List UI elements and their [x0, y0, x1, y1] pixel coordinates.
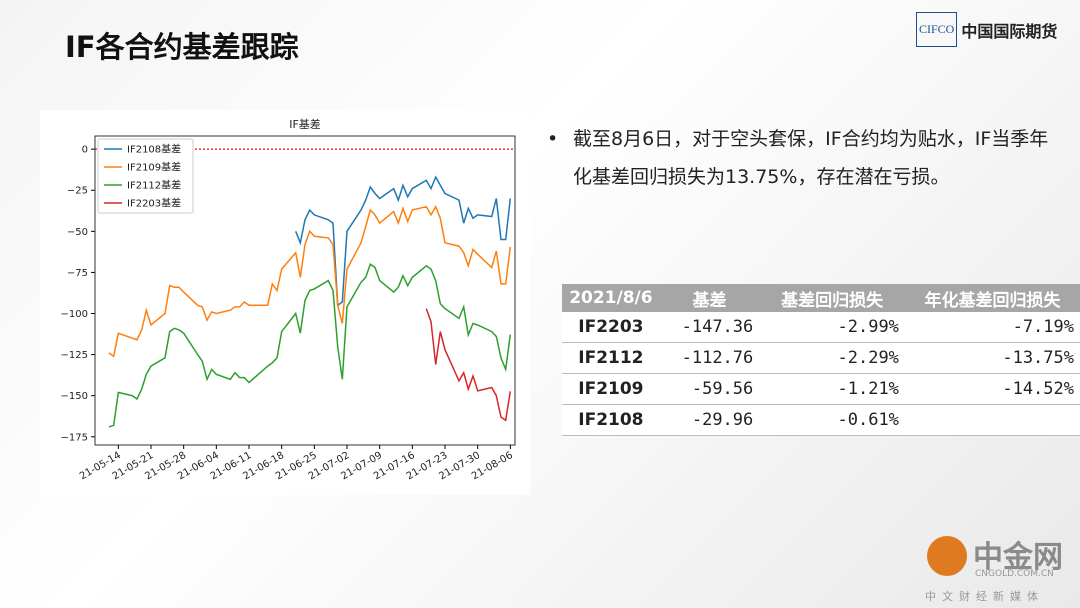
table-cell: -29.96 — [659, 404, 760, 436]
table-cell: IF2109 — [562, 373, 660, 405]
header-cell: 基差 — [659, 284, 760, 312]
table-cell: IF2112 — [562, 342, 660, 374]
legend-label: IF2109基差 — [127, 161, 181, 174]
table-cell: -7.19% — [904, 312, 1080, 343]
legend-label: IF2112基差 — [127, 179, 181, 192]
logo: CIFCO 中国国际期货 — [916, 12, 1057, 47]
y-tick-label: −25 — [67, 186, 88, 197]
table-cell: -2.29% — [759, 342, 905, 374]
table-cell: -147.36 — [659, 312, 760, 343]
watermark-name: 中金网 — [973, 540, 1063, 575]
header-row: 2021/8/6 基差 基差回归损失 年化基差回归损失 — [562, 284, 1080, 312]
table-row: IF2203 -147.36 -2.99% -7.19% — [562, 312, 1080, 343]
y-tick-label: −50 — [67, 227, 88, 238]
y-tick-label: −125 — [61, 350, 88, 361]
y-tick-label: −175 — [61, 432, 88, 443]
watermark-site: CNGOLD.COM.CN — [975, 569, 1054, 579]
header-cell: 年化基差回归损失 — [904, 284, 1080, 312]
table-cell: -1.21% — [759, 373, 905, 405]
table-row: IF2108 -29.96 -0.61% — [562, 404, 1080, 436]
legend-box — [97, 138, 194, 214]
series-line — [425, 308, 512, 422]
series-line — [108, 263, 512, 428]
legend-label: IF2203基差 — [127, 197, 181, 210]
chart-title: IF基差 — [289, 117, 321, 131]
table-cell: -13.75% — [904, 342, 1080, 374]
logo-text: 中国国际期货 — [961, 21, 1058, 41]
y-tick-label: −75 — [67, 268, 88, 279]
header-cell: 2021/8/6 — [562, 284, 660, 312]
table-cell: -0.61% — [759, 404, 905, 436]
watermark-icon — [927, 536, 967, 576]
basis-table: 2021/8/6 基差 基差回归损失 年化基差回归损失 IF2203 -147.36 -2.… — [562, 284, 1080, 436]
y-tick-label: 0 — [82, 145, 88, 156]
plot-frame — [94, 135, 516, 446]
table-row: IF2109 -59.56 -1.21% -14.52% — [562, 373, 1080, 405]
slide-title: IF各合约基差跟踪 — [65, 30, 299, 64]
table-cell: -59.56 — [659, 373, 760, 405]
table-cell: -2.99% — [759, 312, 905, 343]
logo-mark: CIFCO — [916, 12, 958, 47]
y-tick-label: −150 — [61, 391, 88, 402]
table-cell: IF2108 — [562, 404, 660, 436]
table-cell — [904, 404, 1080, 436]
series-line — [108, 204, 512, 358]
table-row: IF2112 -112.76 -2.29% -13.75% — [562, 342, 1080, 374]
table-cell: -14.52% — [904, 373, 1080, 405]
table-cell: -112.76 — [659, 342, 760, 374]
series-line — [295, 175, 512, 307]
header-cell: 基差回归损失 — [759, 284, 905, 312]
table-cell: IF2203 — [562, 312, 660, 343]
watermark-slogan: 中文财经新媒体 — [925, 590, 1044, 603]
y-tick-label: −100 — [61, 309, 88, 320]
legend-label: IF2108基差 — [127, 143, 181, 156]
bullet-text: 截至8月6日，对于空头套保，IF合约均为贴水，IF当季年化基差回归损失为13.7… — [545, 120, 1063, 196]
